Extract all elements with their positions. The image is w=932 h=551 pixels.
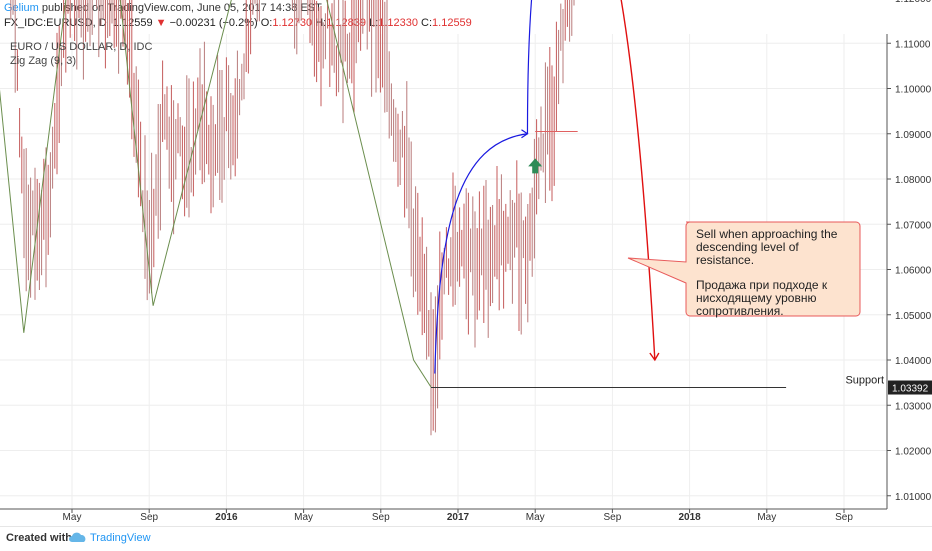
tradingview-brand-link[interactable]: TradingView	[90, 532, 151, 544]
price-tick-label: 1.06000	[895, 266, 932, 277]
close-label: C:	[421, 17, 433, 29]
low-value: 1.12330	[378, 17, 418, 29]
open-label: O:	[260, 17, 273, 29]
red-arrowhead	[649, 352, 660, 362]
blue-arrowhead-mid	[521, 129, 529, 139]
time-tick-label: May	[294, 512, 313, 523]
buy-arrow-icon	[528, 158, 543, 174]
price-tick-label: 1.01000	[895, 492, 932, 503]
time-tick-label: 2017	[447, 512, 470, 523]
time-tick-label: Sep	[835, 512, 853, 523]
price-tick-label: 1.11000	[895, 39, 931, 50]
price-chart[interactable]: Restance / Sell stopSell ???Support 1.20…	[0, 0, 932, 526]
time-tick-label: Sep	[372, 512, 390, 523]
time-axis[interactable]: May Sep 2016 May Sep 2017 May Sep 2018 May Sep	[63, 509, 854, 523]
price-tag-label: 1.03392	[892, 384, 929, 395]
price-tick-label: 1.04000	[895, 356, 932, 367]
chart-title: EURO / US DOLLAR, D, IDC	[10, 41, 152, 53]
created-with-label: Created with	[6, 532, 73, 544]
indicator-label: Zig Zag (9, 3)	[10, 55, 76, 67]
tradingview-cloud-icon	[69, 532, 86, 542]
drawings: Restance / Sell stopSell ???Support	[0, 0, 884, 389]
callout-en: Sell when approaching the descending lev…	[696, 227, 838, 267]
price-tick-label: 1.08000	[895, 175, 932, 186]
close-value: 1.12559	[432, 17, 472, 29]
candles	[10, 0, 575, 436]
zigzag-line	[0, 0, 432, 388]
time-tick-label: May	[757, 512, 776, 523]
price-tick-label: 1.10000	[895, 85, 932, 96]
time-tick-label: May	[63, 512, 82, 523]
callout-ru: Продажа при подходе к нисходящему уровню…	[696, 278, 828, 318]
callout-text: Sell when approaching the descending lev…	[696, 228, 856, 330]
price-tick-label: 1.05000	[895, 311, 932, 322]
time-tick-label: 2018	[678, 512, 701, 523]
callout-box[interactable]	[627, 221, 861, 317]
time-tick-label: Sep	[604, 512, 622, 523]
down-triangle-icon: ▼	[155, 17, 167, 29]
open-value: 1.12730	[272, 17, 313, 29]
price-change: −0.00231 (−0.2%)	[169, 17, 258, 29]
time-tick-label: 2016	[215, 512, 238, 523]
price-tick-label: 1.03000	[895, 401, 932, 412]
footer: Created with TradingView	[0, 526, 932, 551]
price-axis[interactable]: 1.200001.190001.180001.170001.160001.150…	[887, 0, 932, 503]
time-tick-label: Sep	[140, 512, 158, 523]
price-tag	[888, 380, 932, 395]
time-tick-label: May	[526, 512, 545, 523]
price-tick-label: 1.09000	[895, 130, 932, 141]
price-tick-label: 1.12000	[895, 0, 932, 5]
support-line-label: Support	[845, 375, 884, 387]
price-tick-label: 1.02000	[895, 447, 932, 458]
price-tick-label: 1.07000	[895, 220, 932, 231]
red-projection-path	[620, 0, 656, 361]
